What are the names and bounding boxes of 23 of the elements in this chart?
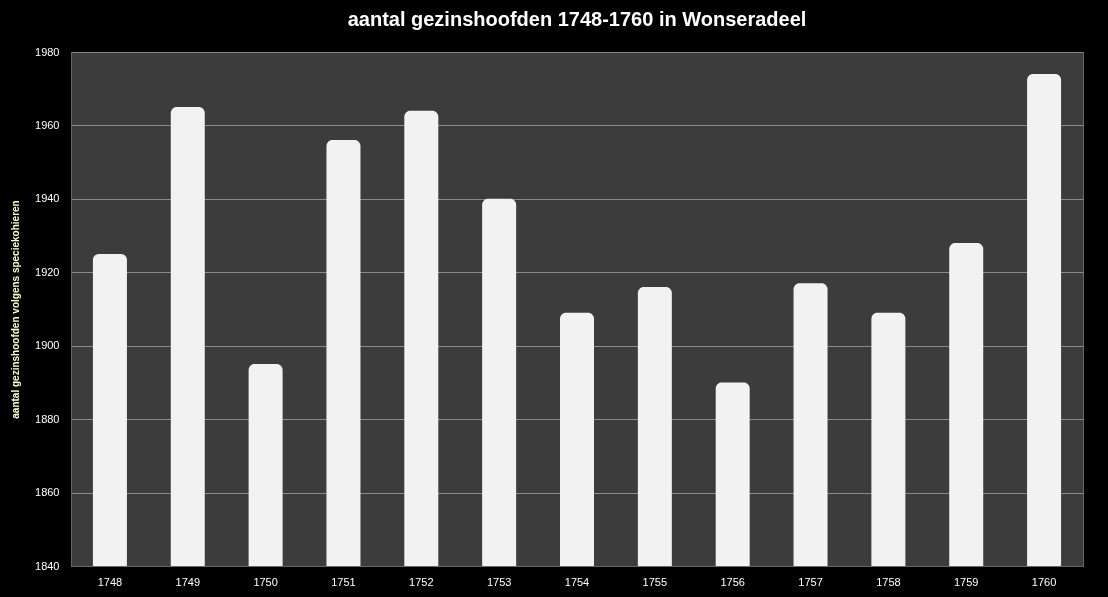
y-tick-label: 1940 [35,192,60,205]
chart-title: aantal gezinshoofden 1748-1760 in Wonseradeel [347,8,807,30]
x-tick-label: 1756 [720,575,745,588]
y-tick-label: 1880 [35,412,60,425]
x-tick-label: 1760 [1031,575,1057,588]
x-tick-label: 1757 [798,575,823,588]
y-tick-label: 1960 [35,118,60,131]
y-tick-label: 1900 [35,339,60,352]
x-tick-label: 1755 [642,575,668,588]
x-tick-label: 1750 [253,575,278,588]
x-tick-label: 1752 [409,575,434,588]
y-tick-label: 1860 [35,486,60,499]
x-tick-label: 1754 [564,575,590,588]
x-tick-label: 1758 [876,575,901,588]
y-tick-label: 1980 [35,45,60,58]
x-tick-label: 1759 [953,575,979,588]
x-tick-label: 1749 [175,575,201,588]
x-tick-label: 1753 [486,575,512,588]
x-tick-label: 1751 [331,575,356,588]
y-tick-label: 1920 [35,265,60,278]
y-axis-title: aantal gezinshoofden volgens speciekohieren [10,200,22,419]
x-tick-label: 1748 [97,575,123,588]
y-tick-label: 1840 [35,559,60,572]
